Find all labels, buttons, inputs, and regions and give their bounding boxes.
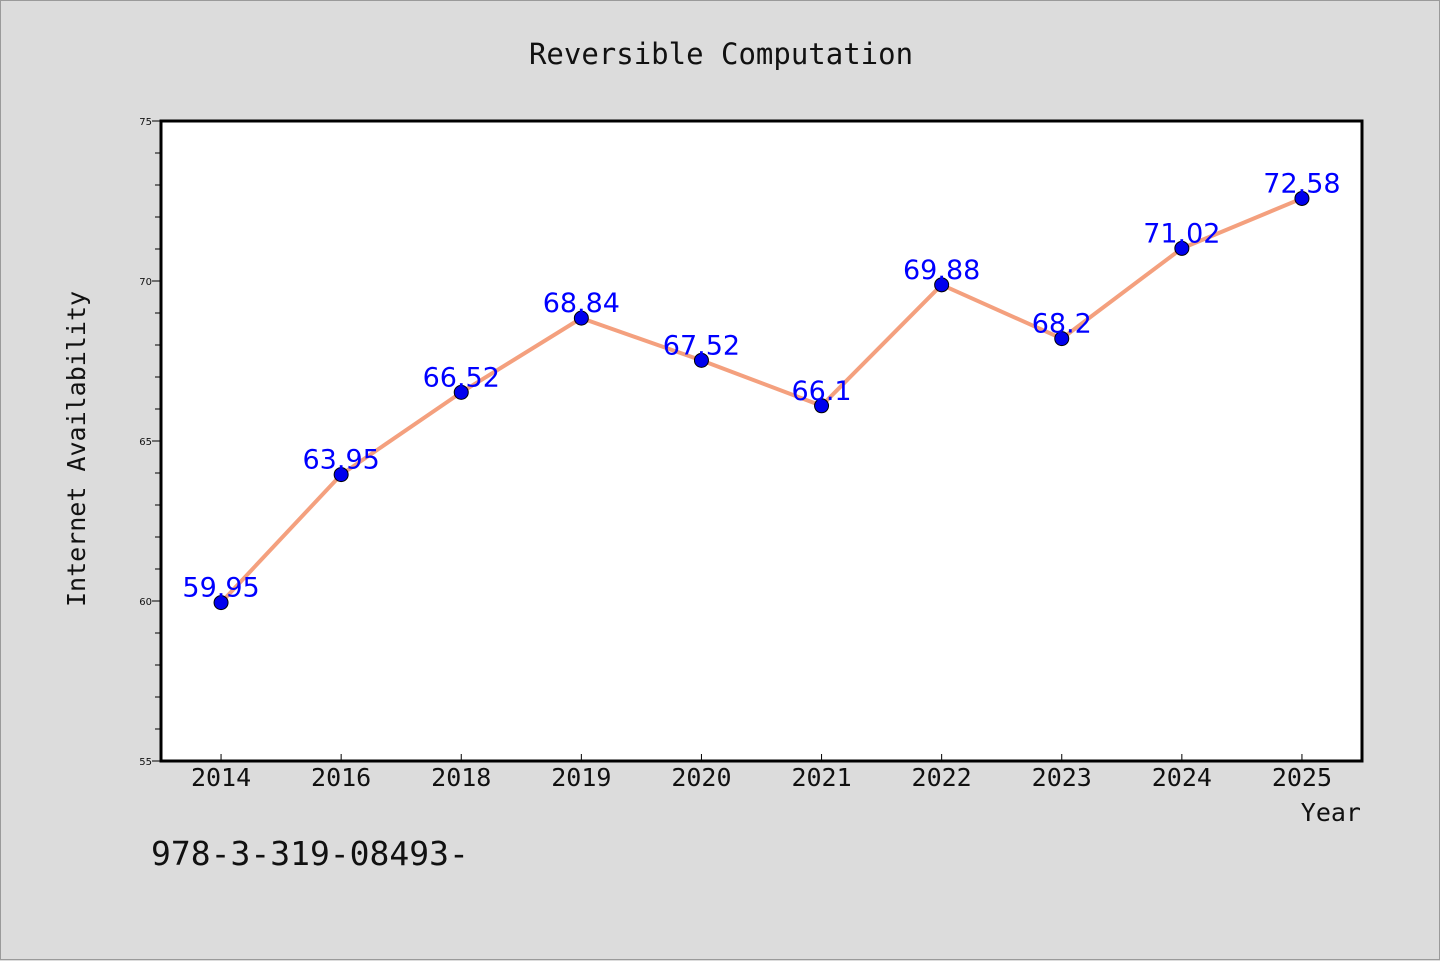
data-point (1174, 240, 1190, 256)
data-label: 71.02 (1143, 218, 1220, 249)
y-tick-label: 60 (139, 597, 152, 608)
footer-text: 978-3-319-08493- (151, 834, 469, 873)
series-markers (213, 190, 1310, 611)
data-label: 72.58 (1263, 168, 1340, 199)
y-tick-label: 55 (139, 757, 152, 768)
data-point (693, 352, 709, 368)
x-axis: 2014 2016 2018 2019 2020 2021 2022 2023 2024 2025 (191, 754, 1332, 792)
chart-title: Reversible Computation (529, 37, 913, 71)
data-label: 68.2 (1032, 309, 1092, 340)
data-point (934, 277, 950, 293)
data-point (213, 595, 229, 611)
data-labels: 59.95 63.95 66.52 68.84 67.52 66.1 69.88 68.2 71… (182, 168, 1340, 603)
y-tick-label: 65 (139, 437, 152, 448)
data-point (814, 398, 830, 414)
data-label: 59.95 (182, 573, 259, 604)
x-tick-label: 2025 (1272, 763, 1332, 792)
data-label: 69.88 (903, 255, 980, 286)
x-axis-title: Year (1301, 798, 1361, 827)
x-tick-label: 2020 (671, 763, 731, 792)
data-point (1294, 190, 1310, 206)
plot-frame (159, 119, 1364, 763)
plot-area (161, 121, 1362, 761)
data-label: 63.95 (303, 445, 380, 476)
x-tick-label: 2024 (1152, 763, 1212, 792)
data-label: 66.1 (791, 376, 851, 407)
x-tick-label: 2021 (791, 763, 851, 792)
x-tick-label: 2019 (551, 763, 611, 792)
x-tick-label: 2014 (191, 763, 251, 792)
data-point (1054, 331, 1070, 347)
y-axis-title: Internet Availability (62, 291, 91, 607)
x-tick-label: 2016 (311, 763, 371, 792)
x-tick-label: 2022 (912, 763, 972, 792)
data-label: 68.84 (543, 288, 620, 319)
x-tick-label: 2023 (1032, 763, 1092, 792)
series-line (219, 196, 1303, 604)
y-tick-label: 75 (139, 117, 152, 128)
data-label: 66.52 (423, 362, 500, 393)
data-point (453, 384, 469, 400)
data-point (573, 310, 589, 326)
data-label: 67.52 (663, 330, 740, 361)
y-tick-label: 70 (139, 277, 152, 288)
data-point (333, 467, 349, 483)
y-axis: 55 60 65 70 75 (139, 117, 161, 768)
x-tick-label: 2018 (431, 763, 491, 792)
